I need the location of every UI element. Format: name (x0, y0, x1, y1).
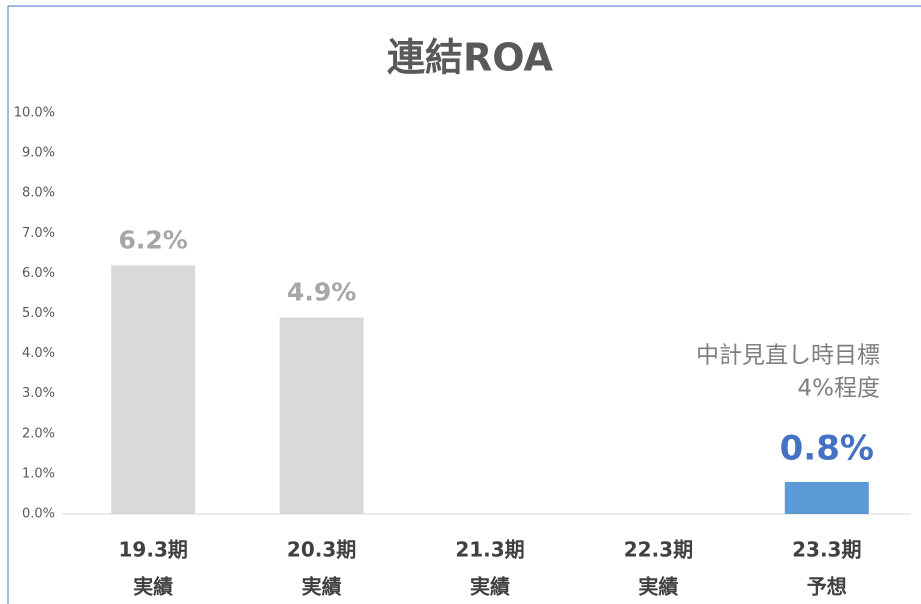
y-tick-label: 0.0% (22, 507, 55, 522)
bar (784, 481, 869, 514)
value-label: 0.8% (780, 428, 874, 468)
y-tick-label: 2.0% (22, 426, 55, 441)
x-tick-label: 22.3期 (624, 538, 693, 562)
x-tick-label: 19.3期 (119, 538, 188, 562)
chart-title: 連結ROA (387, 36, 554, 80)
annotation: 中計見直し時目標 (696, 343, 880, 369)
y-tick-label: 1.0% (22, 466, 55, 481)
x-tick-sublabel: 実績 (470, 575, 510, 599)
y-tick-label: 6.0% (22, 266, 55, 281)
x-tick-sublabel: 予想 (807, 575, 847, 599)
x-tick-sublabel: 実績 (133, 575, 173, 599)
y-tick-label: 9.0% (22, 146, 55, 161)
value-label: 4.9% (287, 278, 356, 307)
y-tick-label: 8.0% (22, 186, 55, 201)
x-tick-label: 20.3期 (287, 538, 356, 562)
x-tick-sublabel: 実績 (302, 575, 342, 599)
y-tick-label: 10.0% (14, 106, 55, 121)
value-label: 6.2% (119, 225, 188, 254)
x-tick-label: 23.3期 (792, 538, 861, 562)
y-tick-label: 7.0% (22, 226, 55, 241)
bar (111, 265, 196, 514)
y-tick-label: 3.0% (22, 386, 55, 401)
bar (279, 317, 364, 514)
x-tick-label: 21.3期 (455, 538, 524, 562)
y-tick-label: 5.0% (22, 306, 55, 321)
x-tick-sublabel: 実績 (638, 575, 678, 599)
annotation: 4%程度 (798, 376, 881, 402)
y-tick-label: 4.0% (22, 346, 55, 361)
